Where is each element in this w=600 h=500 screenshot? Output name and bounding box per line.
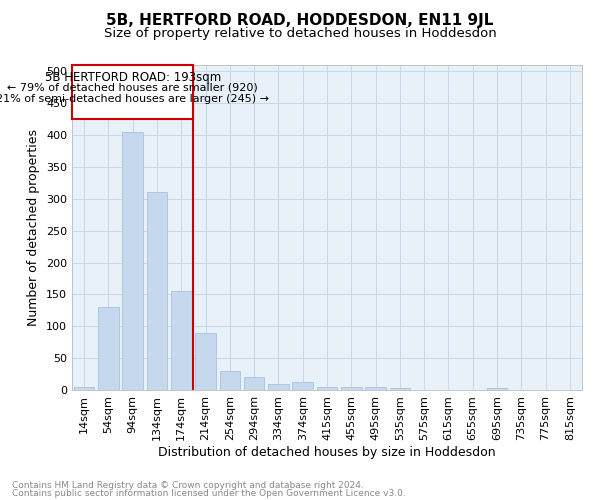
Bar: [74, 387, 94, 390]
FancyBboxPatch shape: [72, 65, 193, 119]
Bar: [244, 378, 265, 390]
Bar: [98, 307, 119, 390]
Bar: [317, 387, 337, 390]
Bar: [292, 382, 313, 390]
Bar: [122, 132, 143, 390]
Bar: [341, 387, 362, 390]
Bar: [365, 387, 386, 390]
Text: 5B HERTFORD ROAD: 193sqm: 5B HERTFORD ROAD: 193sqm: [44, 72, 221, 85]
Text: 5B, HERTFORD ROAD, HODDESDON, EN11 9JL: 5B, HERTFORD ROAD, HODDESDON, EN11 9JL: [106, 12, 494, 28]
Bar: [146, 192, 167, 390]
Bar: [389, 388, 410, 390]
Bar: [220, 371, 240, 390]
Text: ← 79% of detached houses are smaller (920): ← 79% of detached houses are smaller (92…: [7, 83, 258, 93]
Text: Contains HM Land Registry data © Crown copyright and database right 2024.: Contains HM Land Registry data © Crown c…: [12, 481, 364, 490]
X-axis label: Distribution of detached houses by size in Hoddesdon: Distribution of detached houses by size …: [158, 446, 496, 458]
Bar: [268, 384, 289, 390]
Y-axis label: Number of detached properties: Number of detached properties: [28, 129, 40, 326]
Bar: [171, 291, 191, 390]
Bar: [195, 332, 216, 390]
Text: Size of property relative to detached houses in Hoddesdon: Size of property relative to detached ho…: [104, 28, 496, 40]
Text: 21% of semi-detached houses are larger (245) →: 21% of semi-detached houses are larger (…: [0, 94, 269, 104]
Bar: [487, 388, 508, 390]
Text: Contains public sector information licensed under the Open Government Licence v3: Contains public sector information licen…: [12, 488, 406, 498]
